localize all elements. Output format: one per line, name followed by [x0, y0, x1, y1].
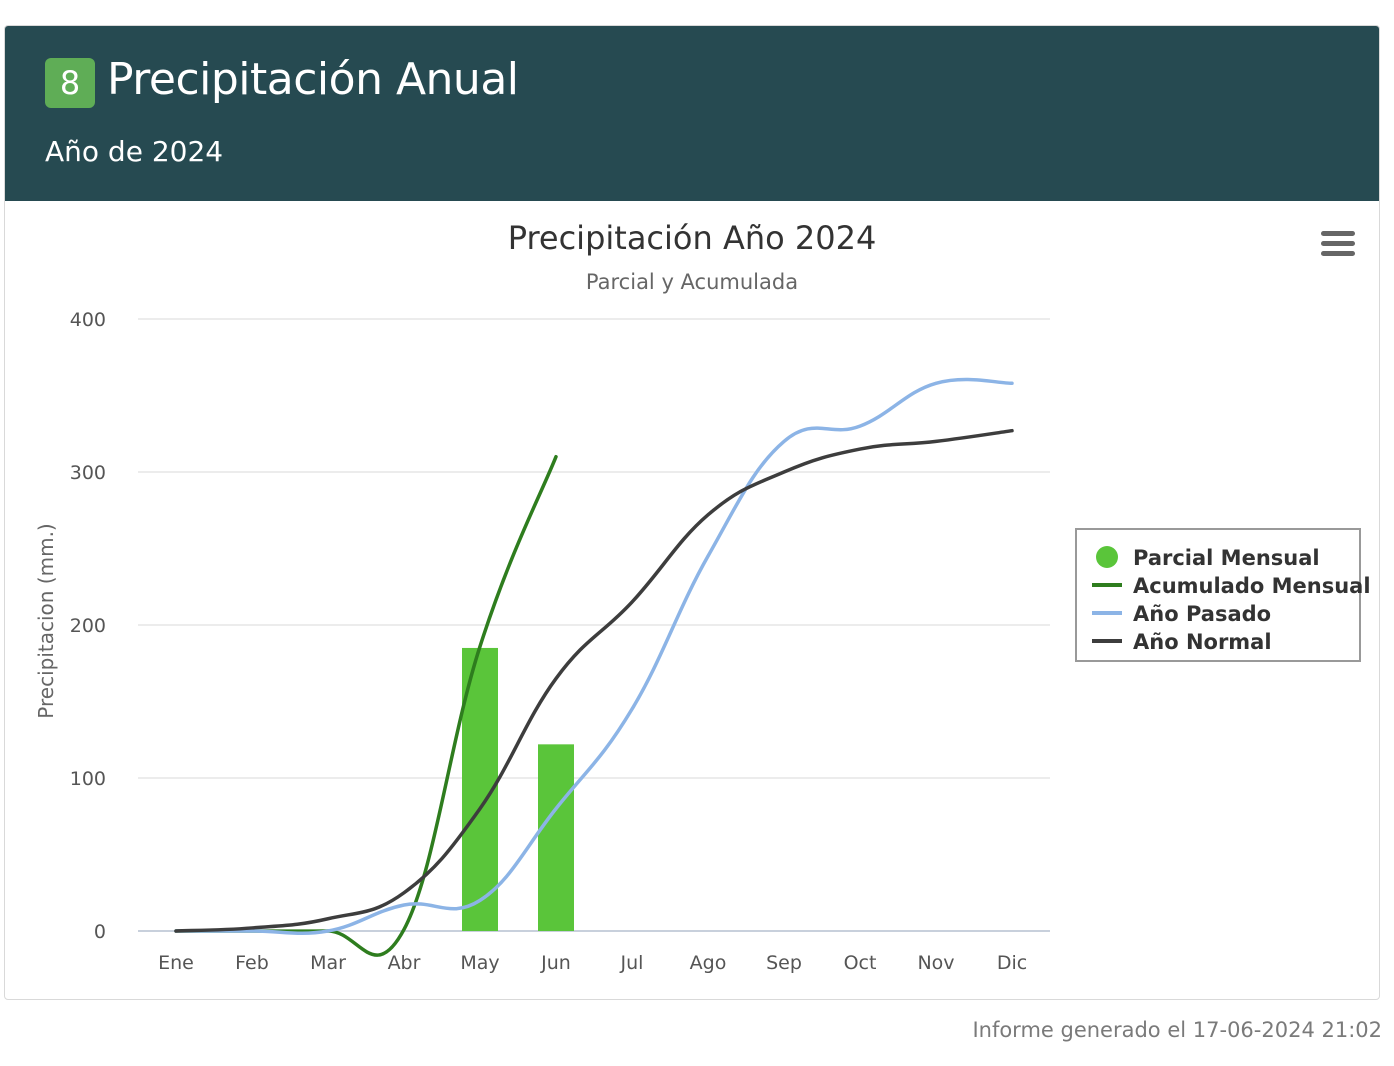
y-axis-label: Precipitacion (mm.) — [34, 523, 58, 718]
x-tick-label: Oct — [844, 952, 877, 974]
x-tick-label: Jul — [620, 952, 644, 974]
x-tick-label: Dic — [997, 952, 1027, 974]
y-tick-label: 300 — [70, 462, 106, 484]
line-año-pasado[interactable] — [174, 377, 1014, 936]
hamburger-menu-icon[interactable] — [1321, 229, 1355, 261]
chart-legend[interactable]: Parcial Mensual Acumulado Mensual Año Pasa… — [1075, 528, 1371, 662]
y-tick-labels: 0 100 200 300 400 — [70, 309, 106, 943]
x-tick-label: Nov — [917, 952, 954, 974]
bar-series — [462, 647, 574, 931]
legend-label: Año Normal — [1133, 630, 1272, 654]
legend-item[interactable]: Año Normal — [1092, 630, 1272, 654]
panel-title: Precipitación Anual — [107, 54, 519, 105]
legend-item[interactable]: Acumulado Mensual — [1092, 574, 1371, 598]
legend-item[interactable]: Parcial Mensual — [1096, 546, 1320, 570]
chart-area: Precipitación Año 2024 Parcial y Acumula… — [5, 201, 1379, 999]
y-tick-label: 0 — [94, 921, 106, 943]
report-generated-footer: Informe generado el 17-06-2024 21:02 — [972, 1018, 1382, 1042]
x-tick-label: Abr — [388, 952, 421, 974]
x-tick-label: Mar — [310, 952, 346, 974]
precipitation-chart: Precipitación Año 2024 Parcial y Acumula… — [34, 219, 1371, 974]
x-tick-label: May — [460, 952, 499, 974]
chart-title: Precipitación Año 2024 — [508, 219, 877, 257]
legend-label: Año Pasado — [1133, 602, 1271, 626]
line-acumulado-mensual[interactable] — [174, 454, 558, 957]
chart-subtitle: Parcial y Acumulada — [586, 270, 798, 294]
x-tick-label: Feb — [235, 952, 269, 974]
legend-label: Acumulado Mensual — [1133, 574, 1371, 598]
y-tick-label: 100 — [70, 768, 106, 790]
x-tick-label: Jun — [540, 952, 571, 974]
panel-subtitle: Año de 2024 — [45, 135, 224, 168]
x-tick-label: Ene — [158, 952, 194, 974]
x-tick-label: Sep — [766, 952, 802, 974]
x-tick-label: Ago — [690, 952, 727, 974]
x-tick-labels: Ene Feb Mar Abr May Jun Jul Ago Sep Oct Nov Dic — [158, 952, 1027, 974]
panel-header: 8 Precipitación Anual Año de 2024 — [5, 26, 1379, 201]
legend-label: Parcial Mensual — [1133, 546, 1320, 570]
legend-box — [1075, 528, 1361, 662]
line-año-normal[interactable] — [174, 428, 1014, 933]
section-number-badge: 8 — [45, 58, 95, 108]
y-tick-label: 200 — [70, 615, 106, 637]
chart-panel: 8 Precipitación Anual Año de 2024 Precip… — [4, 25, 1380, 1000]
legend-marker — [1096, 546, 1118, 568]
grid-lines — [138, 318, 1050, 932]
line-series — [174, 377, 1014, 957]
y-tick-label: 400 — [70, 309, 106, 331]
bar-parcial-mensual[interactable] — [538, 744, 574, 931]
legend-item[interactable]: Año Pasado — [1092, 602, 1271, 626]
